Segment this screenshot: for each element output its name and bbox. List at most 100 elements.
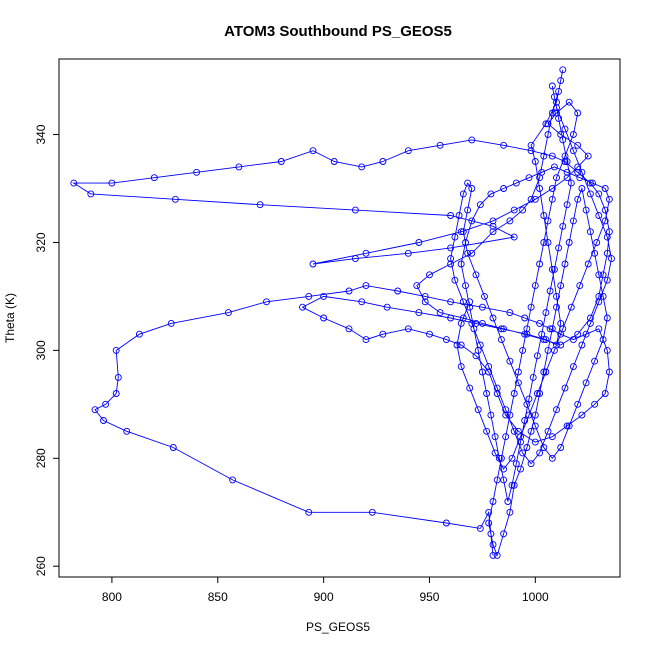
data-point: [468, 185, 476, 192]
data-point: [548, 152, 556, 160]
data-point: [578, 341, 586, 349]
data-point: [559, 325, 567, 333]
data-point: [548, 195, 556, 203]
y-axis: 260 280 300 320 340: [34, 124, 59, 576]
data-point: [574, 109, 582, 117]
data-point: [565, 98, 573, 106]
data-point: [426, 330, 433, 338]
data-point: [538, 330, 546, 338]
data-point: [472, 271, 480, 279]
data-point: [491, 449, 499, 457]
data-point: [500, 141, 508, 149]
data-point: [466, 298, 474, 306]
y-tick-label: 340: [34, 124, 48, 144]
data-point: [171, 195, 179, 203]
data-point: [517, 465, 524, 473]
data-point: [320, 292, 328, 300]
data-point: [533, 390, 541, 397]
data-point: [523, 444, 531, 451]
data-point: [582, 330, 590, 338]
data-point: [447, 212, 455, 219]
data-point: [521, 417, 529, 424]
data-point: [493, 390, 501, 397]
data-point: [447, 298, 455, 306]
data-point: [493, 384, 501, 392]
data-point: [591, 400, 599, 408]
data-point: [500, 530, 508, 538]
data-point: [603, 346, 611, 354]
series-theta: [70, 66, 615, 559]
data-point: [601, 217, 609, 225]
data-point: [483, 390, 491, 397]
data-point: [531, 195, 539, 203]
data-point: [521, 314, 529, 322]
data-point: [559, 136, 567, 144]
data-point: [519, 449, 527, 457]
data-point: [576, 174, 584, 182]
data-point: [502, 411, 510, 419]
data-point: [546, 325, 554, 333]
data-point: [497, 325, 505, 333]
data-point: [536, 449, 544, 457]
data-point: [468, 136, 476, 144]
data-point: [489, 217, 497, 225]
data-point: [557, 282, 565, 290]
data-point: [500, 325, 508, 333]
data-point: [595, 292, 603, 300]
data-point: [512, 179, 520, 187]
data-point: [464, 249, 472, 257]
data-point: [603, 276, 611, 284]
data-point: [569, 336, 577, 344]
data-point: [305, 508, 313, 516]
data-point: [421, 292, 429, 300]
data-point: [379, 158, 387, 165]
data-point: [563, 168, 571, 176]
data-point: [550, 163, 558, 171]
data-point: [548, 82, 556, 90]
data-point: [491, 433, 499, 441]
data-point: [595, 212, 603, 219]
data-point: [309, 147, 317, 155]
data-point: [542, 336, 550, 344]
data-point: [514, 368, 522, 376]
data-point: [561, 384, 569, 392]
data-point: [591, 249, 599, 257]
data-point: [523, 330, 531, 338]
data-point: [561, 125, 569, 133]
data-point: [447, 244, 455, 252]
data-point: [464, 206, 472, 214]
data-point: [476, 524, 484, 532]
data-point: [523, 325, 531, 333]
data-point: [586, 228, 594, 236]
data-point: [544, 131, 552, 138]
y-tick-label: 320: [34, 232, 48, 252]
data-point: [508, 454, 516, 462]
data-point: [476, 201, 484, 209]
data-point: [483, 427, 491, 435]
data-point: [599, 336, 607, 344]
data-point: [542, 368, 550, 376]
data-point: [394, 287, 402, 295]
data-point: [563, 201, 571, 209]
data-point: [500, 185, 508, 192]
data-point: [576, 282, 584, 290]
data-point: [591, 357, 599, 365]
data-point: [489, 498, 497, 505]
data-point: [457, 363, 465, 371]
data-point: [426, 271, 433, 279]
data-point: [362, 282, 370, 290]
data-point: [553, 174, 560, 182]
data-point: [506, 217, 514, 225]
data-point: [487, 530, 495, 538]
data-point: [413, 282, 421, 290]
data-point: [574, 330, 582, 338]
data-point: [502, 406, 510, 414]
plot-frame: [58, 58, 621, 578]
data-point: [112, 346, 120, 354]
data-point: [584, 152, 592, 160]
data-point: [70, 179, 78, 187]
data-point: [462, 282, 469, 290]
data-point: [540, 368, 548, 376]
data-point: [550, 93, 558, 101]
